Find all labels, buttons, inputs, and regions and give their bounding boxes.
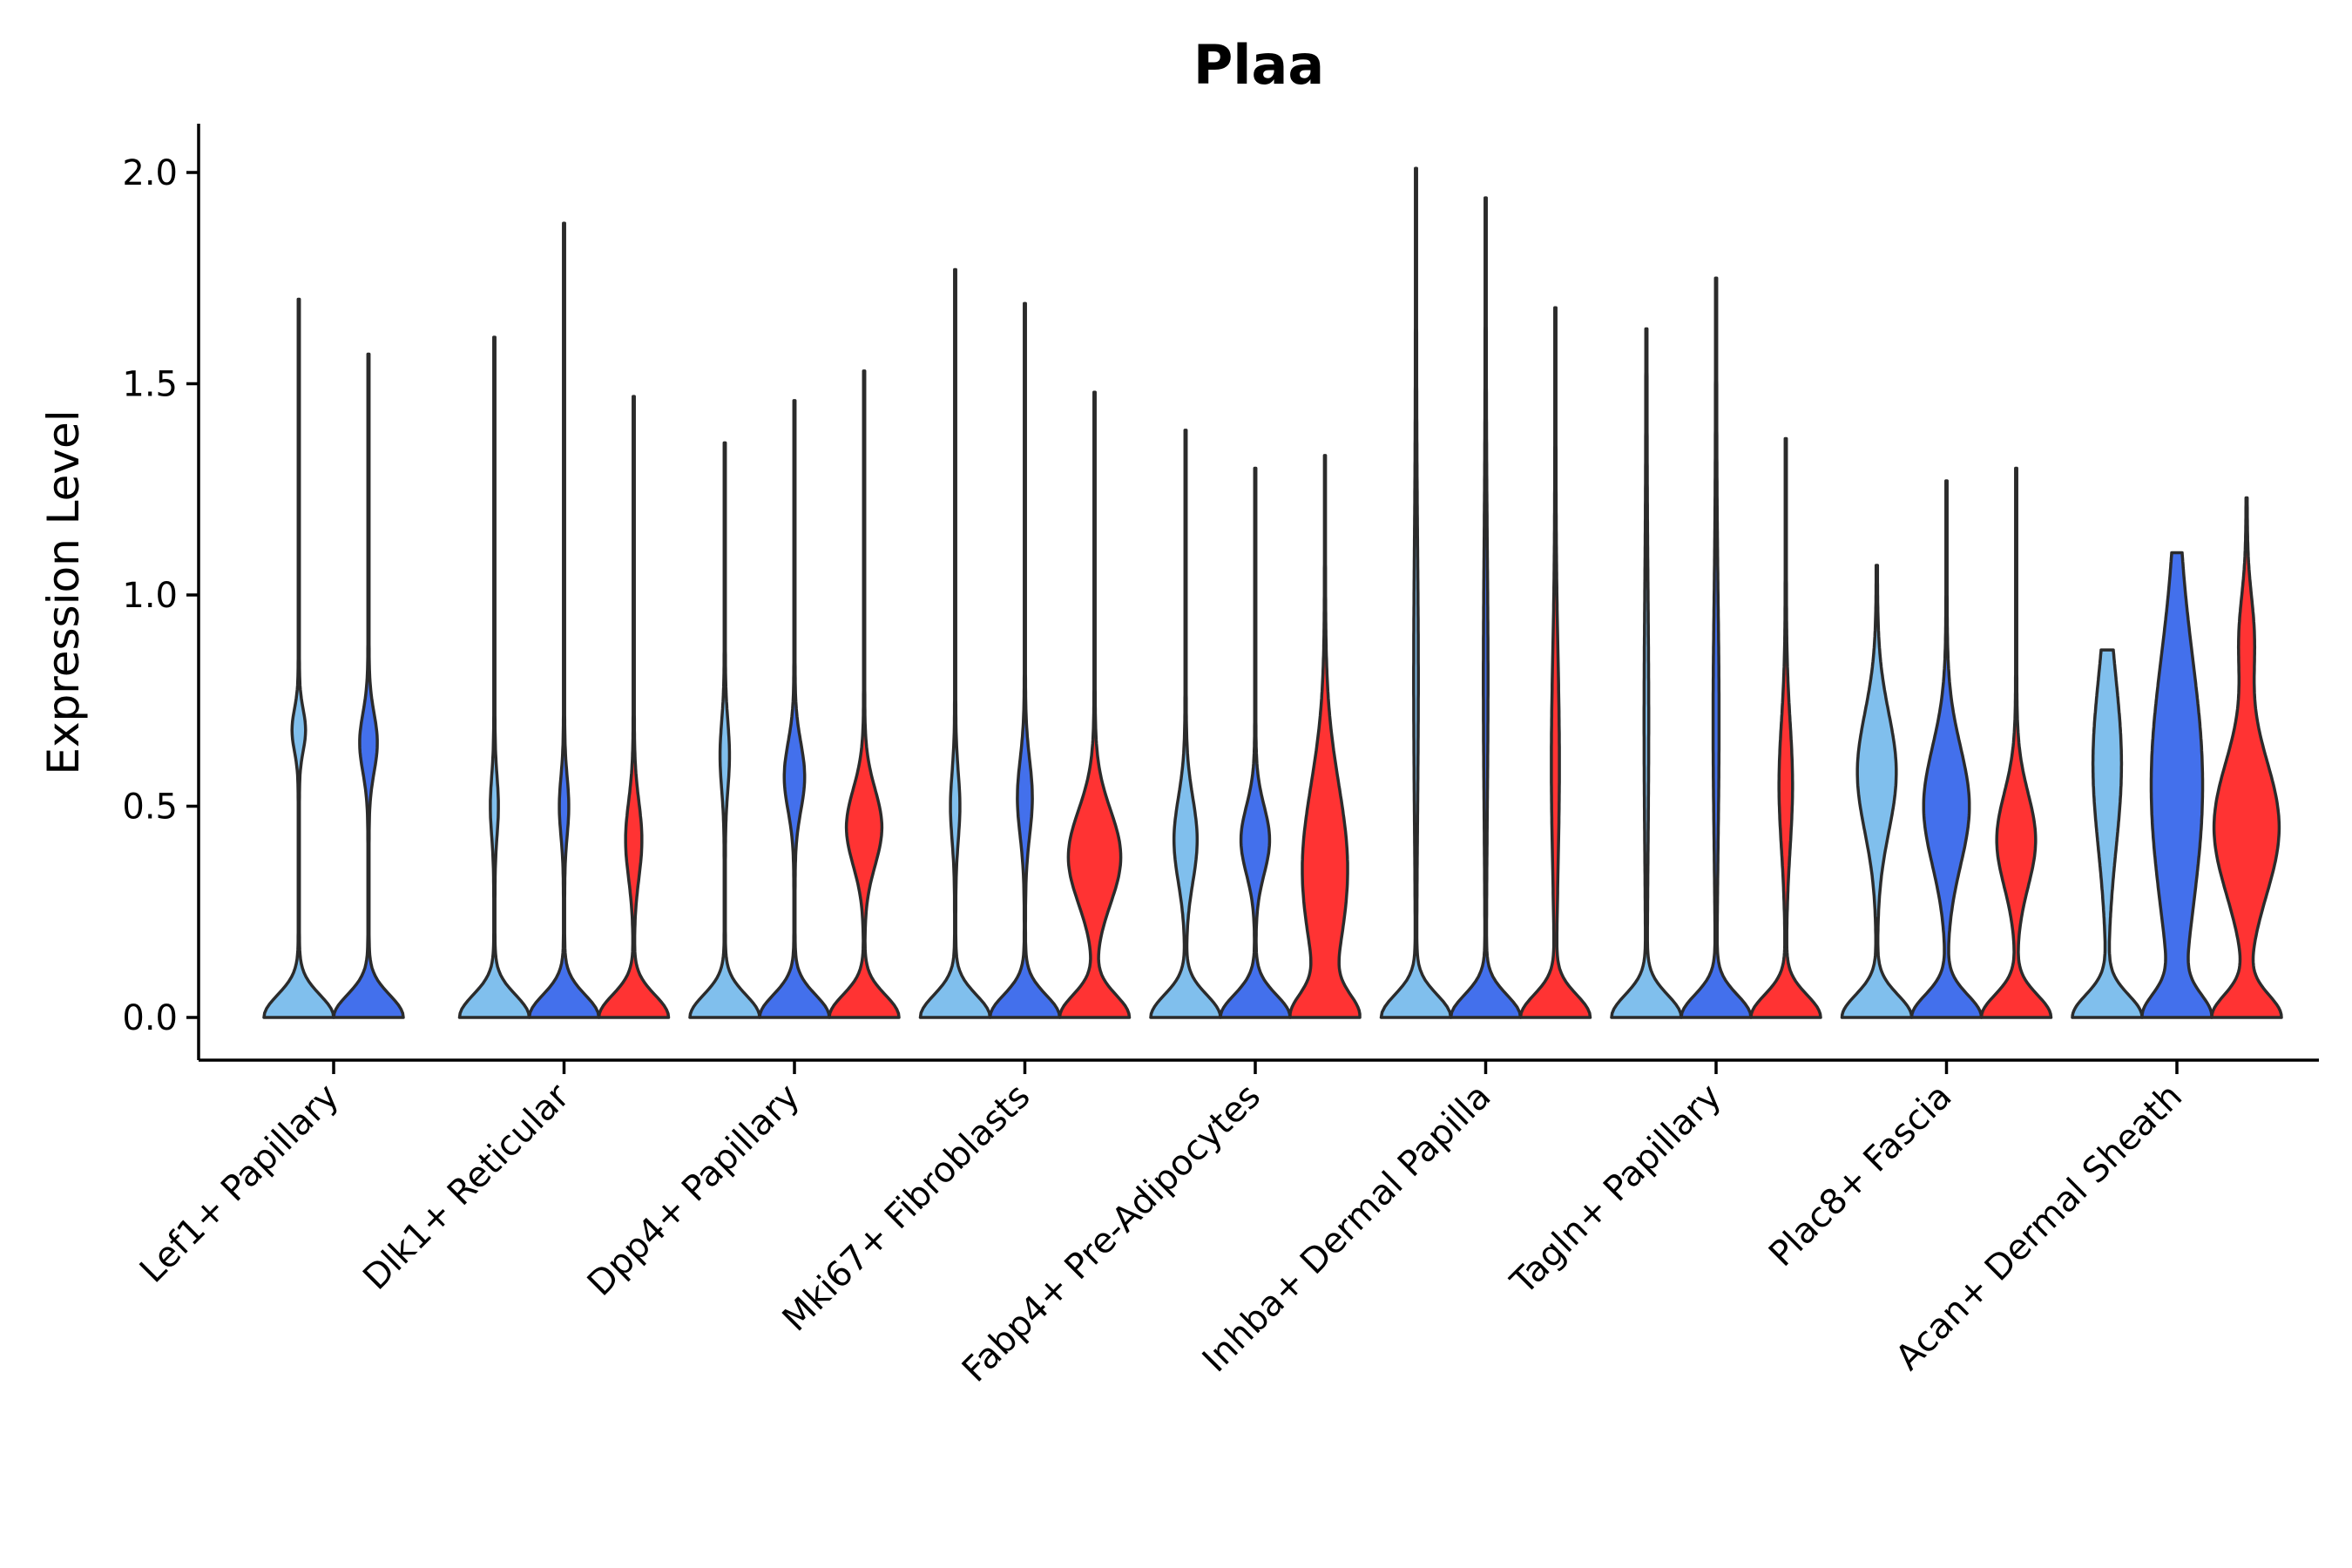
violin-13	[1219, 466, 1292, 1019]
violin-10	[988, 301, 1062, 1019]
violins-layer	[262, 166, 2283, 1019]
x-tick-label: Mki67+ Fibroblasts	[775, 1077, 1038, 1340]
y-tick-label: 1.5	[122, 365, 178, 405]
violin-18	[1610, 327, 1683, 1019]
violin-21	[1840, 564, 1914, 1019]
violin-1	[262, 297, 335, 1019]
violin-2	[332, 352, 405, 1019]
violin-7	[758, 399, 831, 1019]
violin-15	[1379, 166, 1453, 1019]
violin-11	[1058, 390, 1132, 1019]
violin-16	[1449, 196, 1523, 1019]
violin-8	[828, 369, 901, 1019]
violin-23	[1979, 466, 2053, 1019]
violin-12	[1149, 429, 1222, 1019]
y-axis: 0.0 0.5 1.0 1.5 2.0	[122, 124, 200, 1060]
violin-6	[688, 441, 761, 1019]
y-tick-label: 0.0	[122, 998, 178, 1038]
violin-9	[918, 267, 992, 1019]
x-tick-label: Tagln+ Papillary	[1503, 1077, 1729, 1303]
violin-5	[597, 395, 671, 1019]
x-axis: Lef1+ Papillary Dlk1+ Reticular Dpp4+ Papi…	[132, 1058, 2319, 1390]
x-tick-label: Dlk1+ Reticular	[355, 1076, 578, 1298]
violin-3	[457, 335, 531, 1019]
x-tick-label: Dpp4+ Papillary	[580, 1077, 808, 1304]
violin-24	[2071, 648, 2144, 1019]
violin-14	[1288, 454, 1362, 1019]
violin-4	[527, 221, 601, 1019]
y-tick-label: 0.5	[122, 787, 178, 828]
y-axis-label: Expression Level	[38, 409, 89, 774]
y-tick-label: 2.0	[122, 153, 178, 193]
violin-17	[1518, 306, 1592, 1019]
x-tick-label: Plac8+ Fascia	[1761, 1077, 1960, 1275]
violin-25	[2140, 551, 2213, 1019]
x-tick-label: Lef1+ Papillary	[132, 1077, 347, 1291]
violin-20	[1749, 436, 1822, 1019]
y-tick-label: 1.0	[122, 576, 178, 616]
violin-19	[1680, 276, 1753, 1019]
violin-22	[1909, 479, 1984, 1019]
chart-title: Plaa	[1193, 33, 1324, 97]
violin-26	[2210, 496, 2283, 1019]
